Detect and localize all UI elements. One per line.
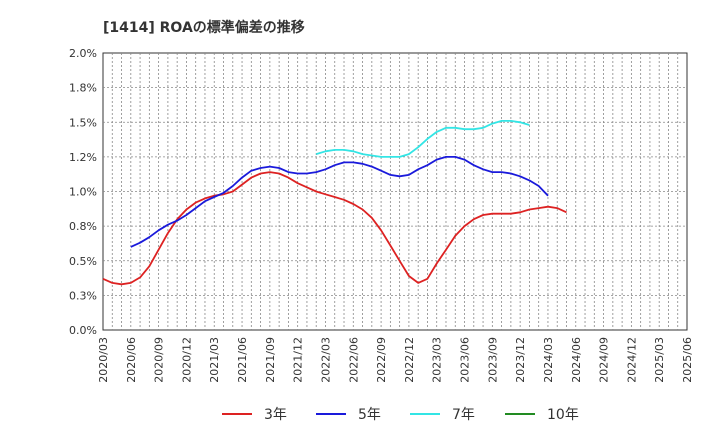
y-tick-label: 0.5% [69, 255, 97, 268]
x-tick-label: 2021/06 [236, 337, 249, 383]
series-line-5年 [130, 155, 549, 248]
legend: 3年 5年 7年 10年 [222, 407, 579, 423]
x-tick-label: 2020/12 [180, 337, 193, 383]
x-tick-label: 2020/03 [97, 337, 110, 383]
y-tick-label: 0.8% [69, 220, 97, 233]
x-tick-label: 2020/06 [125, 337, 138, 383]
y-tick-label: 1.8% [69, 82, 97, 95]
y-tick-label: 0.0% [69, 324, 97, 337]
x-tick-label: 2022/09 [375, 337, 388, 383]
legend-label: 5年 [358, 407, 381, 423]
y-tick-label: 0.3% [69, 289, 97, 302]
series-line-7年 [315, 120, 530, 158]
y-tick-label: 2.0% [69, 47, 97, 60]
x-tick-label: 2023/03 [431, 337, 444, 383]
x-tick-label: 2022/06 [347, 337, 360, 383]
y-tick-label: 1.5% [69, 116, 97, 129]
x-axis-ticks: 2020/03 2020/06 2020/09 2020/12 2021/03 2021/… [97, 337, 694, 383]
x-tick-label: 2024/12 [625, 337, 638, 383]
x-tick-label: 2025/03 [653, 337, 666, 383]
y-axis-ticks: 0.0% 0.3% 0.5% 0.8% 1.0% 1.2% 1.5% 1.8% 2.0% [69, 47, 97, 337]
legend-label: 3年 [264, 407, 287, 423]
x-tick-label: 2024/06 [570, 337, 583, 383]
x-tick-label: 2025/06 [681, 337, 694, 383]
y-tick-label: 1.2% [69, 151, 97, 164]
x-tick-label: 2023/09 [486, 337, 499, 383]
chart-title: [1414] ROAの標準偏差の推移 [103, 19, 305, 36]
x-tick-label: 2022/12 [403, 337, 416, 383]
x-tick-label: 2024/09 [598, 337, 611, 383]
legend-label: 10年 [547, 407, 579, 423]
series-lines [102, 120, 567, 286]
y-tick-label: 1.0% [69, 186, 97, 199]
x-tick-label: 2022/03 [319, 337, 332, 383]
x-tick-label: 2020/09 [153, 337, 166, 383]
x-tick-label: 2024/03 [542, 337, 555, 383]
legend-label: 7年 [452, 407, 475, 423]
x-tick-label: 2021/09 [264, 337, 277, 383]
x-tick-label: 2021/03 [208, 337, 221, 383]
grid-lines [103, 53, 687, 330]
x-tick-label: 2023/06 [459, 337, 472, 383]
x-tick-label: 2021/12 [292, 337, 305, 383]
x-tick-label: 2023/12 [514, 337, 527, 383]
series-line-3年 [102, 171, 567, 286]
